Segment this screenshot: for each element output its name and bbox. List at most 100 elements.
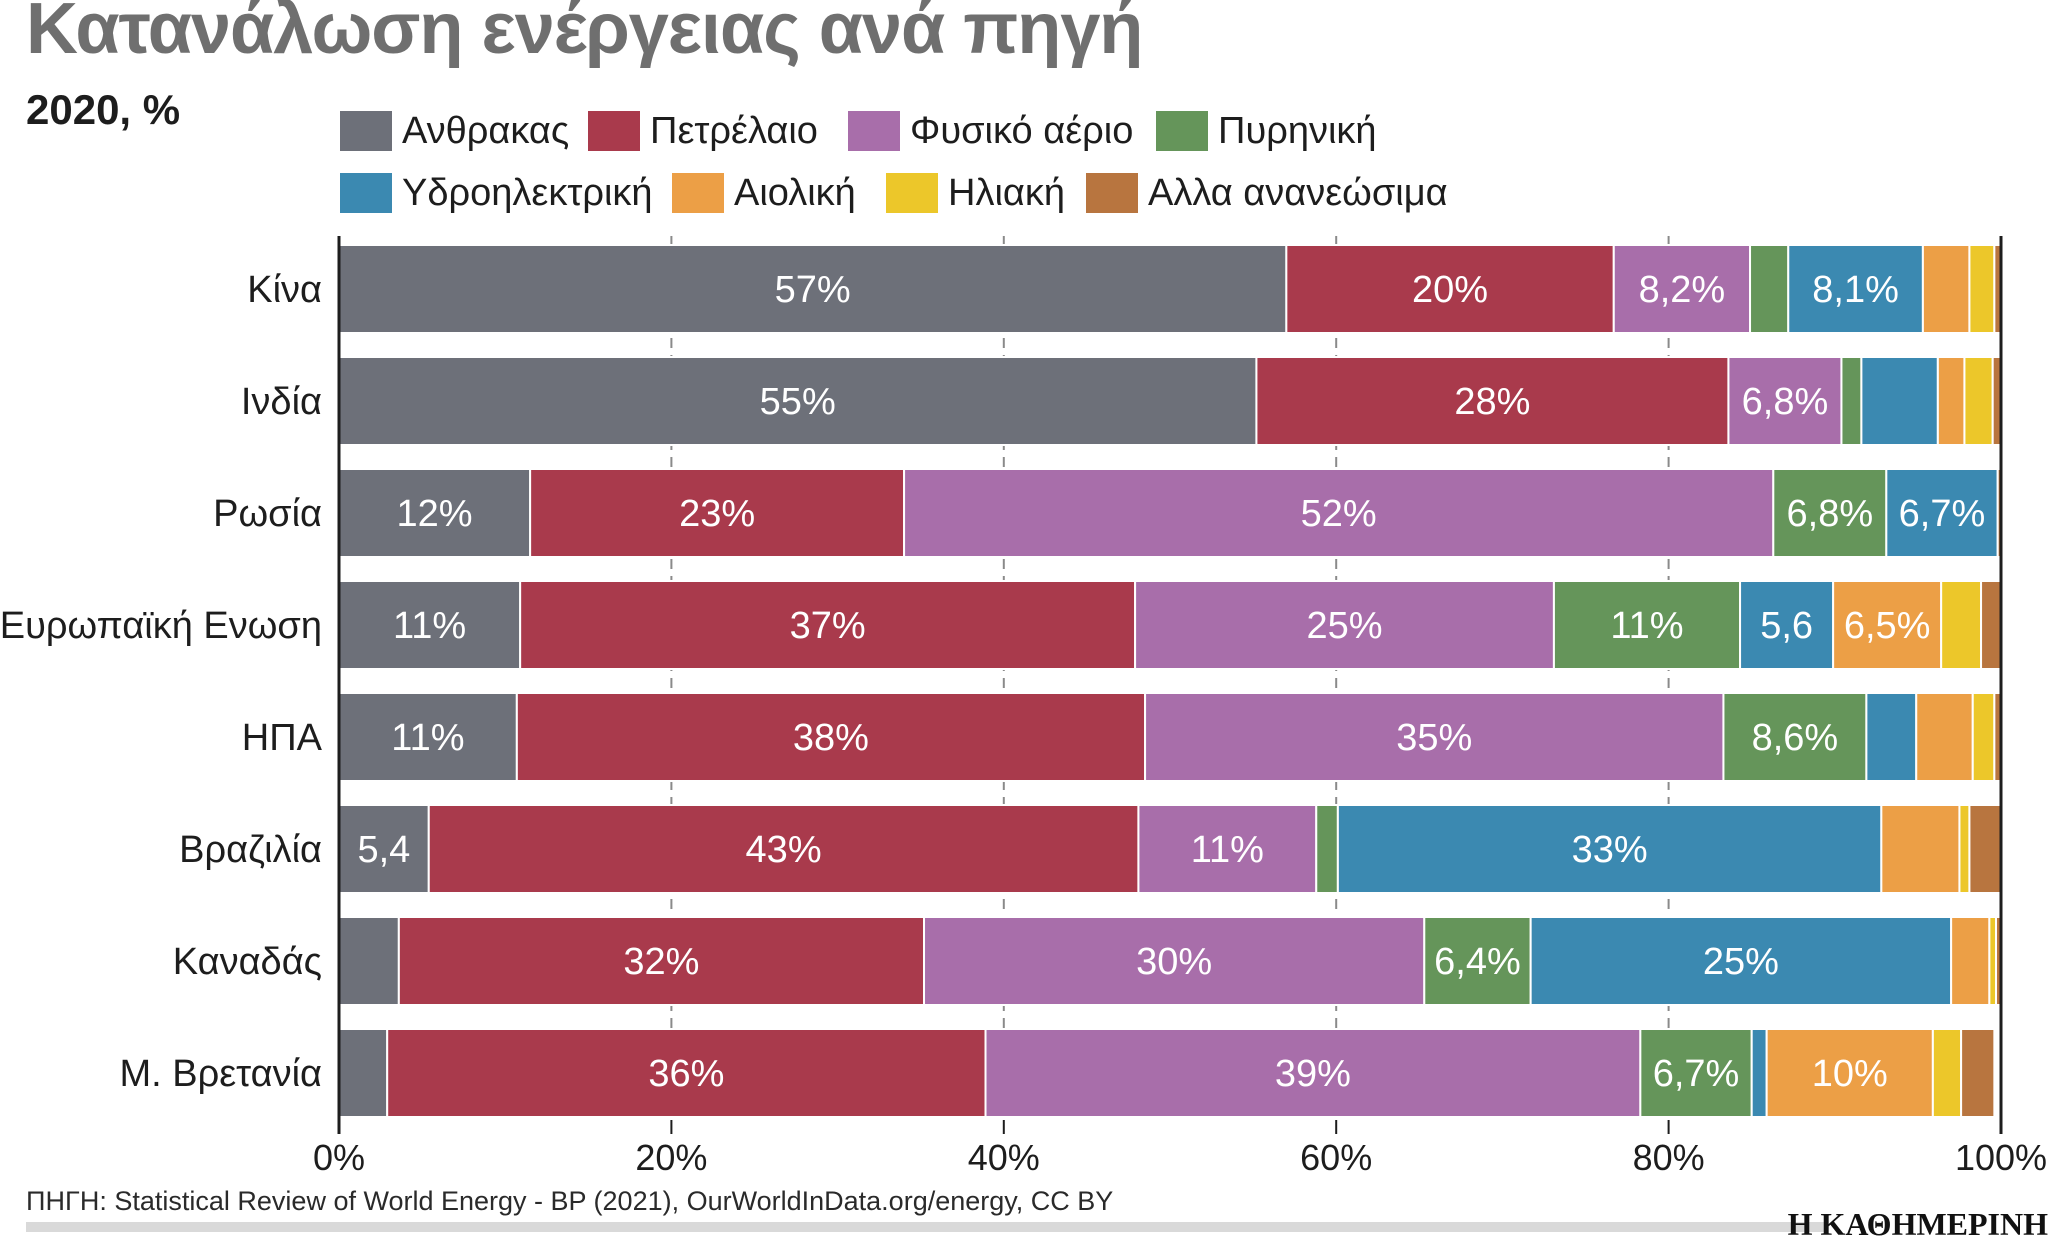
bar-segment-nuclear — [1639, 1028, 1753, 1118]
legend-swatch-oil — [588, 111, 640, 151]
bar-segment-wind — [1921, 244, 1971, 334]
bar-segment-hydro — [1787, 244, 1924, 334]
x-tick-label: 80% — [1633, 1137, 1705, 1178]
chart-title: Κατανάλωση ενέργειας ανά πηγή — [26, 0, 1143, 69]
bar-segment-gas — [923, 916, 1426, 1006]
bar-segment-nuclear — [1840, 356, 1863, 446]
bar-segment-hydro — [1739, 580, 1835, 670]
data-label: 37% — [790, 605, 866, 647]
data-label: 11% — [393, 605, 466, 647]
data-label: 5,6 — [1760, 605, 1813, 647]
legend-label-gas: Φυσικό αέριο — [910, 109, 1134, 152]
publisher-logo: Η ΚΑΘΗΜΕΡΙΝΗ — [1787, 1206, 2048, 1242]
legend-swatch-wind — [672, 173, 724, 213]
data-label: 6,7% — [1899, 493, 1986, 535]
data-label: 8,1% — [1812, 269, 1899, 311]
data-label: 43% — [746, 829, 822, 871]
data-label: 6,8% — [1787, 493, 1874, 535]
bar-segment-nuclear — [1423, 916, 1532, 1006]
bar-segment-hydro — [1750, 1028, 1768, 1118]
data-label: 30% — [1136, 941, 1212, 983]
data-label: 8,6% — [1752, 717, 1839, 759]
bar-segment-other — [1980, 580, 2003, 670]
bar-segment-oil — [427, 804, 1140, 894]
legend-item-other: Αλλα ανανεώσιμα — [1086, 172, 1448, 214]
data-label: 33% — [1572, 829, 1648, 871]
data-label: 55% — [760, 381, 836, 423]
legend-item-wind: Αιολική — [672, 172, 856, 214]
chart-subtitle: 2020, % — [26, 86, 181, 133]
bar-segment-coal — [338, 580, 522, 670]
bar-segment-nuclear — [1552, 580, 1742, 670]
data-label: 23% — [679, 493, 755, 535]
bar-segment-wind — [1880, 804, 1961, 894]
bar-segment-coal — [338, 356, 1258, 446]
category-label: Ρωσία — [213, 493, 322, 535]
bar-segment-hydro — [1860, 356, 1939, 446]
bar-segment-solar — [1968, 244, 1996, 334]
category-label: Ινδία — [241, 381, 322, 423]
bar-segment-oil — [519, 580, 1137, 670]
data-label: 6,7% — [1653, 1053, 1740, 1095]
data-label: 57% — [775, 269, 851, 311]
legend-label-solar: Ηλιακή — [948, 171, 1065, 214]
data-label: 25% — [1703, 941, 1779, 983]
bar-segment-wind — [1915, 692, 1974, 782]
bar-segment-wind — [1936, 356, 1966, 446]
legend-item-coal: Ανθρακας — [340, 110, 569, 152]
data-label: 11% — [391, 717, 464, 759]
bar-segment-nuclear — [1315, 804, 1339, 894]
legend-swatch-nuclear — [1156, 111, 1208, 151]
bar-segment-coal — [338, 692, 518, 782]
legend-label-wind: Αιολική — [734, 171, 856, 214]
bar-segment-solar — [1940, 580, 1983, 670]
bar-segment-solar — [1963, 356, 1994, 446]
category-label: Καναδάς — [173, 941, 322, 983]
x-tick-label: 40% — [968, 1137, 1040, 1178]
bar-segment-oil — [1285, 244, 1615, 334]
data-label: 6,5% — [1844, 605, 1931, 647]
data-label: 11% — [1610, 605, 1683, 647]
bar-segment-oil — [515, 692, 1147, 782]
legend-label-other: Αλλα ανανεώσιμα — [1148, 171, 1448, 214]
bar-segment-hydro — [1865, 692, 1918, 782]
bar-segment-nuclear — [1722, 692, 1868, 782]
data-label: 12% — [397, 493, 473, 535]
legend-label-nuclear: Πυρηνική — [1218, 109, 1377, 152]
bar-segment-hydro — [1336, 804, 1883, 894]
data-label: 8,2% — [1639, 269, 1726, 311]
legend-label-hydro: Υδροηλεκτρική — [402, 171, 653, 214]
bar-segment-other — [1968, 804, 2002, 894]
x-tick-label: 100% — [1955, 1137, 2047, 1178]
legend-item-gas: Φυσικό αέριο — [848, 110, 1133, 152]
legend-item-hydro: Υδροηλεκτρική — [340, 172, 653, 214]
bar-segment-oil — [397, 916, 926, 1006]
x-tick-label: 0% — [313, 1137, 365, 1178]
bar-segment-coal — [338, 1028, 389, 1118]
category-label: Ευρωπαϊκή Ενωση — [0, 605, 322, 647]
bar-segment-oil — [386, 1028, 987, 1118]
legend-swatch-coal — [340, 111, 392, 151]
category-label: Κίνα — [247, 269, 322, 311]
data-label: 28% — [1454, 381, 1530, 423]
bar-segment-gas — [1134, 580, 1555, 670]
bar-segment-gas — [984, 1028, 1642, 1118]
bar-segment-wind — [1832, 580, 1943, 670]
data-label: 35% — [1396, 717, 1472, 759]
bar-segment-solar — [1958, 804, 1971, 894]
category-label: Βραζιλία — [179, 829, 322, 871]
data-label: 38% — [793, 717, 869, 759]
bar-segment-coal — [338, 916, 400, 1006]
bar-segment-gas — [1727, 356, 1843, 446]
legend-swatch-gas — [848, 111, 900, 151]
category-label: ΗΠΑ — [242, 717, 323, 759]
bar-segment-nuclear — [1772, 468, 1888, 558]
bar-segment-solar — [1931, 1028, 1963, 1118]
data-label: 52% — [1301, 493, 1377, 535]
legend-swatch-hydro — [340, 173, 392, 213]
data-label: 39% — [1275, 1053, 1351, 1095]
legend-label-coal: Ανθρακας — [402, 109, 570, 152]
legend-swatch-other — [1086, 173, 1138, 213]
bar-segment-hydro — [1885, 468, 1999, 558]
